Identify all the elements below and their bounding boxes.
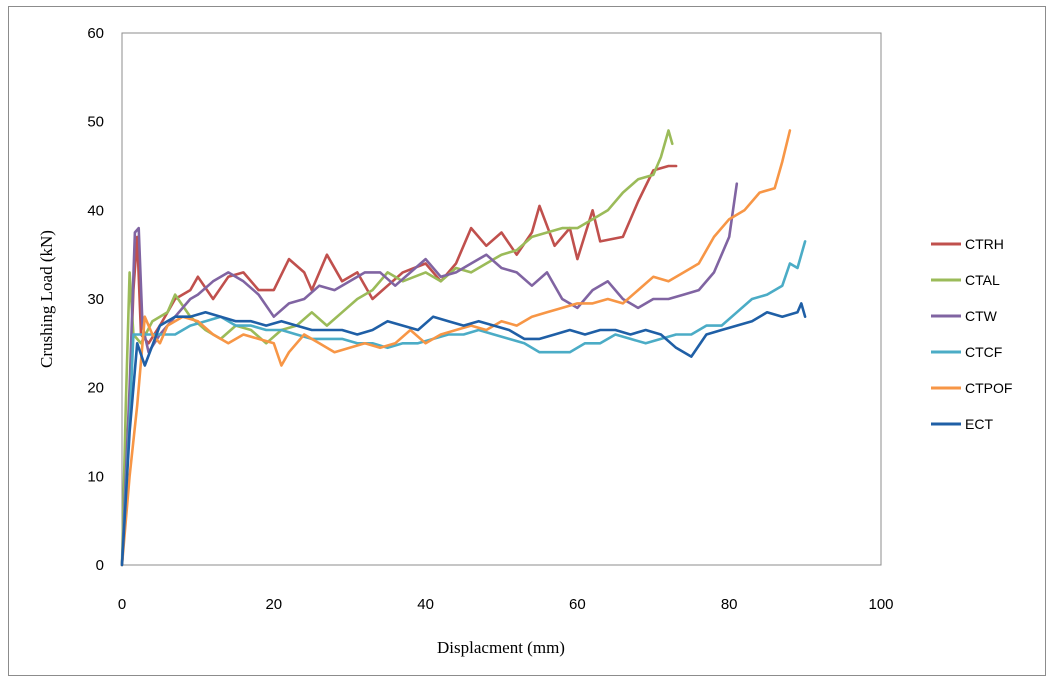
x-tick-label: 100 xyxy=(868,596,893,613)
y-tick-label: 40 xyxy=(87,202,104,219)
y-tick-label: 20 xyxy=(87,380,104,397)
x-tick-label: 80 xyxy=(721,596,738,613)
y-tick-label: 60 xyxy=(87,25,104,42)
legend-label-ctrh: CTRH xyxy=(965,236,1004,252)
series-line-ect xyxy=(120,302,807,567)
y-axis-title: Crushing Load (kN) xyxy=(37,230,56,368)
x-tick-label: 20 xyxy=(265,596,282,613)
x-axis-ticks: 0 20 40 60 80 100 xyxy=(118,596,894,613)
legend: CTRH CTAL CTW CTCF CTPOF ECT xyxy=(931,236,1012,432)
series-layer xyxy=(120,129,807,567)
series-line-ctal xyxy=(120,129,674,567)
y-tick-label: 0 xyxy=(96,557,104,574)
y-tick-label: 10 xyxy=(87,468,104,485)
legend-label-ctcf: CTCF xyxy=(965,344,1002,360)
y-tick-label: 30 xyxy=(87,291,104,308)
series-line-ctpof xyxy=(120,129,792,567)
x-tick-label: 40 xyxy=(417,596,434,613)
series-line-ctw xyxy=(120,182,739,567)
series-line-ctrh xyxy=(120,164,678,567)
legend-label-ect: ECT xyxy=(965,416,993,432)
legend-label-ctal: CTAL xyxy=(965,272,1000,288)
legend-label-ctpof: CTPOF xyxy=(965,380,1012,396)
x-axis-title: Displacment (mm) xyxy=(437,638,565,657)
y-tick-label: 50 xyxy=(87,114,104,131)
x-tick-label: 60 xyxy=(569,596,586,613)
chart-frame: 0 10 20 30 40 50 60 0 20 40 60 80 100 Displacment (… xyxy=(8,6,1046,676)
legend-label-ctw: CTW xyxy=(965,308,998,324)
chart-svg: 0 10 20 30 40 50 60 0 20 40 60 80 100 Displacment (… xyxy=(37,25,1012,657)
plot-area xyxy=(121,32,882,566)
y-axis-ticks: 0 10 20 30 40 50 60 xyxy=(87,25,104,574)
x-tick-label: 0 xyxy=(118,596,126,613)
